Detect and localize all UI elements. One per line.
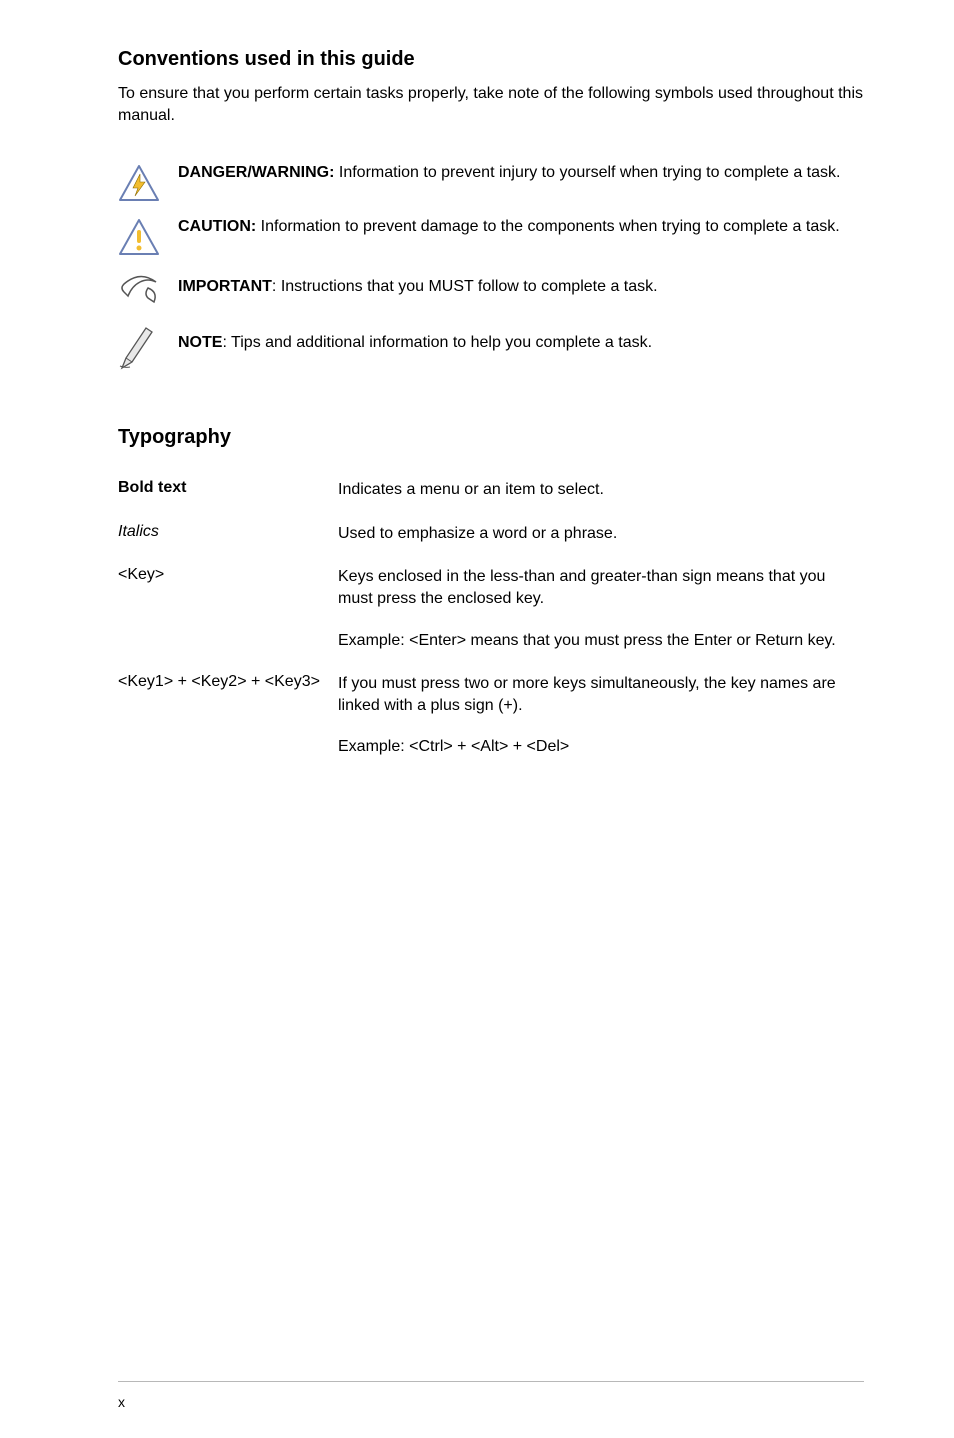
notice-danger-text: DANGER/WARNING: Information to prevent i… [178, 162, 850, 184]
typo-def-key: Keys enclosed in the less-than and great… [338, 566, 864, 651]
typo-term-italics: Italics [118, 523, 338, 541]
typo-def-keycombo-p1: If you must press two or more keys simul… [338, 673, 864, 716]
typo-row-key: <Key> Keys enclosed in the less-than and… [118, 566, 864, 651]
note-icon [118, 322, 178, 370]
notice-caution-label: CAUTION: [178, 218, 256, 235]
notice-caution-body: Information to prevent damage to the com… [256, 218, 839, 235]
notice-caution-text: CAUTION: Information to prevent damage t… [178, 216, 850, 238]
notice-caution: CAUTION: Information to prevent damage t… [118, 216, 864, 256]
notice-note-label: NOTE [178, 334, 222, 351]
important-icon [118, 270, 178, 308]
typo-term-keycombo: <Key1> + <Key2> + <Key3> [118, 673, 338, 691]
footer-divider [118, 1381, 864, 1382]
page-number: x [118, 1394, 125, 1410]
caution-icon [118, 216, 178, 256]
notice-note-text: NOTE: Tips and additional information to… [178, 322, 662, 354]
notice-important-text: IMPORTANT: Instructions that you MUST fo… [178, 270, 668, 298]
notice-important: IMPORTANT: Instructions that you MUST fo… [118, 270, 864, 308]
notice-danger: DANGER/WARNING: Information to prevent i… [118, 162, 864, 202]
notice-important-body: : Instructions that you MUST follow to c… [272, 278, 658, 295]
typo-row-bold: Bold text Indicates a menu or an item to… [118, 479, 864, 501]
danger-icon [118, 162, 178, 202]
conventions-heading: Conventions used in this guide [118, 48, 864, 71]
typo-def-bold-p1: Indicates a menu or an item to select. [338, 479, 864, 501]
typo-def-key-p2: Example: <Enter> means that you must pre… [338, 630, 864, 652]
notice-danger-label: DANGER/WARNING: [178, 164, 334, 181]
notice-danger-body: Information to prevent injury to yoursel… [334, 164, 840, 181]
notice-note-body: : Tips and additional information to hel… [222, 334, 652, 351]
typo-term-bold: Bold text [118, 479, 338, 497]
typo-term-key: <Key> [118, 566, 338, 584]
typo-def-keycombo: If you must press two or more keys simul… [338, 673, 864, 758]
typo-def-italics: Used to emphasize a word or a phrase. [338, 523, 864, 545]
typo-def-bold: Indicates a menu or an item to select. [338, 479, 864, 501]
typography-heading: Typography [118, 426, 864, 449]
typo-row-keycombo: <Key1> + <Key2> + <Key3> If you must pre… [118, 673, 864, 758]
notice-note: NOTE: Tips and additional information to… [118, 322, 864, 370]
conventions-intro: To ensure that you perform certain tasks… [118, 83, 864, 126]
typo-def-keycombo-p2: Example: <Ctrl> + <Alt> + <Del> [338, 736, 864, 758]
typo-row-italics: Italics Used to emphasize a word or a ph… [118, 523, 864, 545]
typo-def-key-p1: Keys enclosed in the less-than and great… [338, 566, 864, 609]
notice-important-label: IMPORTANT [178, 278, 272, 295]
typo-def-italics-p1: Used to emphasize a word or a phrase. [338, 523, 864, 545]
typography-table: Bold text Indicates a menu or an item to… [118, 479, 864, 758]
